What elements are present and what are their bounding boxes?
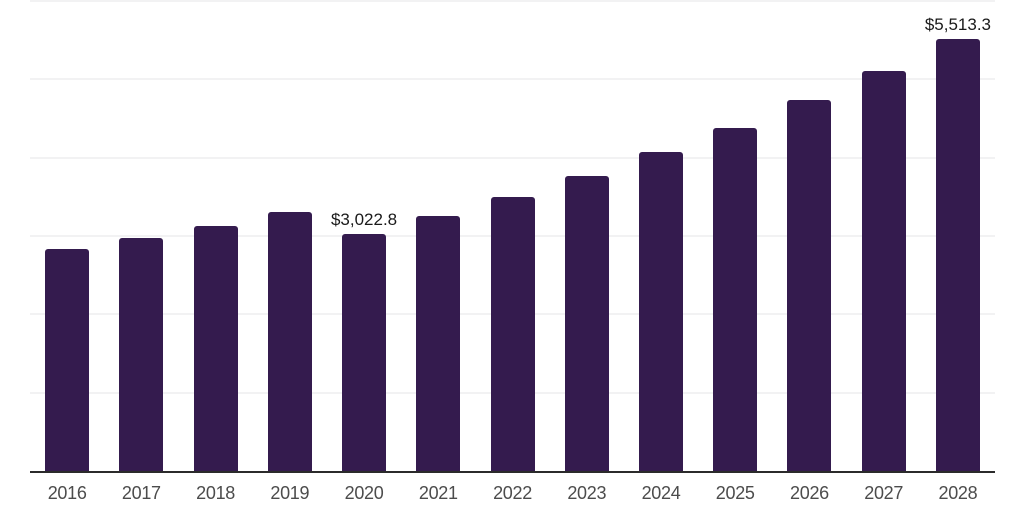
bar-2016[interactable] <box>45 249 90 471</box>
gridline-4000 <box>30 156 995 159</box>
gridline-5000 <box>30 78 995 81</box>
bar-slot-2026 <box>772 1 846 471</box>
bar-2019[interactable] <box>267 211 312 471</box>
x-tick-2019: 2019 <box>270 483 310 503</box>
x-tick-2017: 2017 <box>121 483 161 503</box>
x-tick-2016: 2016 <box>47 483 87 503</box>
x-tick-2022: 2022 <box>493 483 532 503</box>
x-axis-line <box>30 471 995 473</box>
bar-2026[interactable] <box>787 99 832 471</box>
bar-2023[interactable] <box>564 175 609 471</box>
x-tick-2020: 2020 <box>344 483 384 503</box>
bar-slot-2027 <box>847 1 921 471</box>
bar-slot-2019 <box>253 1 327 471</box>
bar-2024[interactable] <box>638 151 683 471</box>
bar-2021[interactable] <box>416 216 461 471</box>
bar-slot-2021 <box>401 1 475 471</box>
bar-value-label-2020: $3,022.8 <box>330 210 398 230</box>
bars-row: $3,022.8 $5,513.3 <box>30 1 995 471</box>
x-tick-2024: 2024 <box>641 483 681 503</box>
x-tick-2028: 2028 <box>938 483 978 503</box>
bar-slot-2025 <box>698 1 772 471</box>
x-tick-2025: 2025 <box>715 483 755 503</box>
bar-slot-2017 <box>104 1 178 471</box>
x-tick-2021: 2021 <box>418 483 458 503</box>
bar-2018[interactable] <box>193 225 238 471</box>
x-tick-2027: 2027 <box>864 483 904 503</box>
bar-2025[interactable] <box>713 127 758 471</box>
bar-2020[interactable] <box>342 234 387 471</box>
bar-slot-2020: $3,022.8 <box>327 1 401 471</box>
bar-2027[interactable] <box>861 70 906 471</box>
bar-slot-2028: $5,513.3 <box>921 1 995 471</box>
x-axis-labels: 2016 2017 2018 2019 2020 2021 2022 2023 2024 2025… <box>30 482 995 504</box>
bar-2022[interactable] <box>490 196 535 471</box>
bar-value-label-2028: $5,513.3 <box>924 15 992 35</box>
plot-area: $3,022.8 $5,513.3 <box>30 0 995 473</box>
x-tick-2018: 2018 <box>196 483 235 503</box>
bar-slot-2016 <box>30 1 104 471</box>
bar-slot-2024 <box>624 1 698 471</box>
bar-2017[interactable] <box>119 237 164 471</box>
gridline-6000 <box>30 0 995 2</box>
bar-2028[interactable] <box>935 39 980 471</box>
bar-slot-2023 <box>550 1 624 471</box>
x-tick-2026: 2026 <box>790 483 829 503</box>
bar-slot-2018 <box>178 1 252 471</box>
bar-slot-2022 <box>475 1 549 471</box>
x-tick-2023: 2023 <box>567 483 607 503</box>
